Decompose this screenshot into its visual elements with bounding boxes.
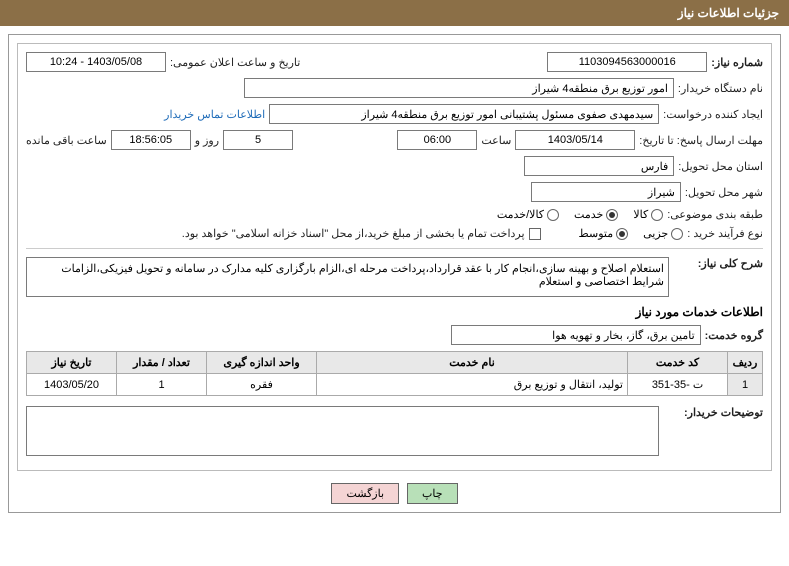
need-number-label: شماره نیاز: — [711, 56, 763, 69]
remaining-time-field: 18:56:05 — [111, 130, 191, 150]
th-date: تاریخ نیاز — [27, 352, 117, 374]
radio-goods[interactable]: کالا — [633, 208, 663, 221]
back-button[interactable]: بازگشت — [331, 483, 399, 504]
deadline-label: مهلت ارسال پاسخ: تا تاریخ: — [639, 134, 763, 147]
purchase-type-label: نوع فرآیند خرید : — [687, 227, 763, 240]
time-label: ساعت — [481, 134, 511, 147]
requester-field: سیدمهدی صفوی مسئول پشتیبانی امور توزیع ب… — [269, 104, 659, 124]
inner-container: شماره نیاز: 1103094563000016 تاریخ و ساع… — [17, 43, 772, 471]
general-desc-field: استعلام اصلاح و بهینه سازی،انجام کار با … — [26, 257, 669, 297]
cell-code: ت -35-351 — [628, 374, 728, 396]
radio-goods-service-label: کالا/خدمت — [497, 208, 544, 221]
subject-class-label: طبقه بندی موضوعی: — [667, 208, 763, 221]
buyer-org-field: امور توزیع برق منطقه4 شیراز — [244, 78, 674, 98]
province-label: استان محل تحویل: — [678, 160, 763, 173]
radio-goods-label: کالا — [633, 208, 648, 221]
service-group-field: تامین برق، گاز، بخار و تهویه هوا — [451, 325, 701, 345]
service-group-label: گروه خدمت: — [705, 329, 763, 342]
th-code: کد خدمت — [628, 352, 728, 374]
days-field: 5 — [223, 130, 293, 150]
row-deadline: مهلت ارسال پاسخ: تا تاریخ: 1403/05/14 سا… — [26, 130, 763, 150]
cell-name: تولید، انتقال و توزیع برق — [317, 374, 628, 396]
radio-medium[interactable]: متوسط — [579, 227, 629, 240]
row-buyer-notes: توضیحات خریدار: — [26, 406, 763, 456]
cell-unit: فقره — [207, 374, 317, 396]
city-label: شهر محل تحویل: — [685, 186, 763, 199]
radio-minor-label: جزیی — [643, 227, 668, 240]
cell-num: 1 — [728, 374, 763, 396]
th-name: نام خدمت — [317, 352, 628, 374]
need-number-field: 1103094563000016 — [547, 52, 707, 72]
row-buyer-org: نام دستگاه خریدار: امور توزیع برق منطقه4… — [26, 78, 763, 98]
general-desc-label: شرح کلی نیاز: — [673, 257, 763, 270]
payment-note: پرداخت تمام یا بخشی از مبلغ خرید،از محل … — [182, 227, 525, 240]
row-subject-class: طبقه بندی موضوعی: کالا خدمت کالا/خدمت — [26, 208, 763, 221]
outer-container: شماره نیاز: 1103094563000016 تاریخ و ساع… — [8, 34, 781, 513]
row-purchase-type: نوع فرآیند خرید : جزیی متوسط پرداخت تمام… — [26, 227, 763, 240]
row-general-desc: شرح کلی نیاز: استعلام اصلاح و بهینه سازی… — [26, 257, 763, 297]
th-row: ردیف — [728, 352, 763, 374]
cell-qty: 1 — [117, 374, 207, 396]
radio-minor[interactable]: جزیی — [643, 227, 683, 240]
cell-date: 1403/05/20 — [27, 374, 117, 396]
contact-link[interactable]: اطلاعات تماس خریدار — [164, 108, 265, 121]
payment-checkbox[interactable] — [529, 228, 541, 240]
buyer-notes-label: توضیحات خریدار: — [663, 406, 763, 419]
row-requester: ایجاد کننده درخواست: سیدمهدی صفوی مسئول … — [26, 104, 763, 124]
deadline-time-field: 06:00 — [397, 130, 477, 150]
deadline-date-field: 1403/05/14 — [515, 130, 635, 150]
services-info-title: اطلاعات خدمات مورد نیاز — [26, 305, 763, 319]
page-header: جزئیات اطلاعات نیاز — [0, 0, 789, 26]
row-service-group: گروه خدمت: تامین برق، گاز، بخار و تهویه … — [26, 325, 763, 345]
row-city: شهر محل تحویل: شیراز — [26, 182, 763, 202]
purchase-type-radios: جزیی متوسط — [579, 227, 684, 240]
announce-date-field: 1403/05/08 - 10:24 — [26, 52, 166, 72]
buyer-notes-field — [26, 406, 659, 456]
radio-service-label: خدمت — [574, 208, 603, 221]
table-row: 1 ت -35-351 تولید، انتقال و توزیع برق فق… — [27, 374, 763, 396]
buyer-org-label: نام دستگاه خریدار: — [678, 82, 763, 95]
radio-medium-label: متوسط — [579, 227, 614, 240]
requester-label: ایجاد کننده درخواست: — [663, 108, 763, 121]
row-need-number: شماره نیاز: 1103094563000016 تاریخ و ساع… — [26, 52, 763, 72]
print-button[interactable]: چاپ — [407, 483, 458, 504]
subject-class-radios: کالا خدمت کالا/خدمت — [497, 208, 663, 221]
radio-service[interactable]: خدمت — [574, 208, 618, 221]
remaining-label: ساعت باقی مانده — [26, 134, 107, 147]
province-field: فارس — [524, 156, 674, 176]
row-province: استان محل تحویل: فارس — [26, 156, 763, 176]
city-field: شیراز — [531, 182, 681, 202]
announce-date-label: تاریخ و ساعت اعلان عمومی: — [170, 56, 300, 69]
th-unit: واحد اندازه گیری — [207, 352, 317, 374]
th-qty: تعداد / مقدار — [117, 352, 207, 374]
radio-goods-service[interactable]: کالا/خدمت — [497, 208, 559, 221]
services-table: ردیف کد خدمت نام خدمت واحد اندازه گیری ت… — [26, 351, 763, 396]
button-row: چاپ بازگشت — [17, 483, 772, 504]
days-label: روز و — [195, 134, 219, 147]
